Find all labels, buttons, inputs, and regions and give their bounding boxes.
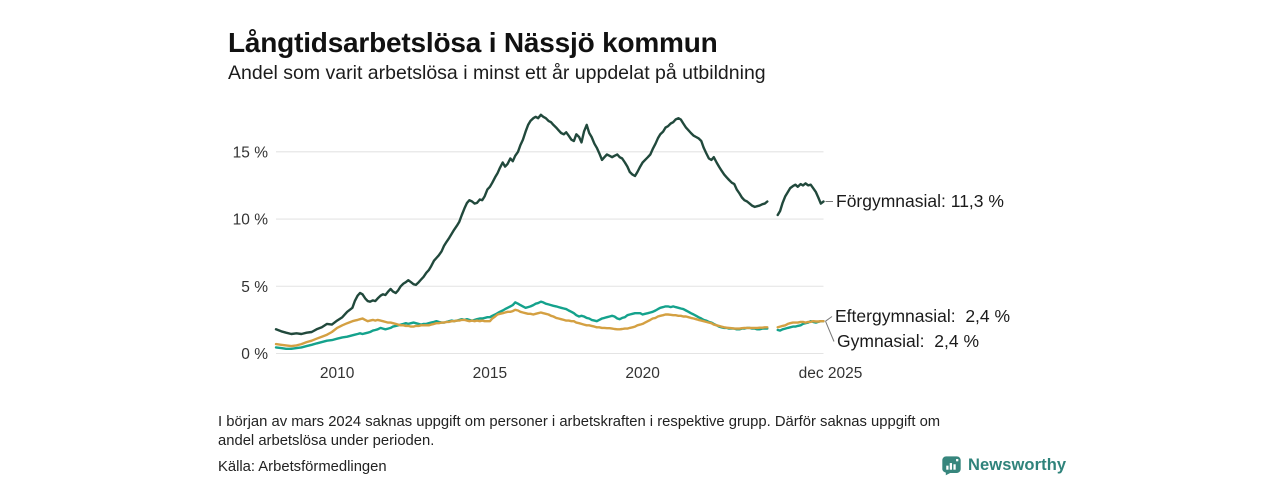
x-axis-tick-label: 2010	[320, 365, 355, 382]
x-axis-tick-label: 2020	[625, 365, 660, 382]
brand-name: Newsworthy	[968, 456, 1067, 474]
series-line-gymnasial	[274, 308, 825, 348]
page-subtitle: Andel som varit arbetslösa i minst ett å…	[228, 62, 766, 84]
bar-chart-speech-bubble-icon	[942, 456, 961, 476]
label-connector	[825, 321, 835, 342]
series-line-eftergymnasial	[274, 300, 825, 350]
x-axis-tick-label: 2015	[473, 365, 507, 382]
y-axis-tick-label: 10 %	[233, 212, 269, 229]
y-axis-tick-label: 5 %	[241, 279, 268, 296]
page-title: Långtidsarbetslösa i Nässjö kommun	[228, 26, 718, 58]
brand-logo: Newsworthy	[941, 455, 1066, 476]
series-end-label-eftergymnasial: Eftergymnasial: 2,4 %	[835, 306, 1010, 326]
y-axis-tick-label: 15 %	[233, 144, 269, 161]
series-end-label-gymnasial: Gymnasial: 2,4 %	[837, 331, 979, 351]
series-end-label-förgymnasial: Förgymnasial: 11,3 %	[836, 191, 1004, 211]
footnote-line1: I början av mars 2024 saknas uppgift om …	[218, 414, 941, 430]
series-line-förgymnasial	[274, 113, 825, 336]
footnote-line2: andel arbetslösa under perioden.	[218, 433, 435, 449]
y-axis-tick-label: 0 %	[241, 346, 268, 363]
x-axis-tick-label: dec 2025	[799, 365, 863, 382]
label-connector	[825, 316, 833, 322]
footnote: I början av mars 2024 saknas uppgift om …	[218, 413, 940, 451]
source-attribution: Källa: Arbetsförmedlingen	[218, 459, 387, 475]
